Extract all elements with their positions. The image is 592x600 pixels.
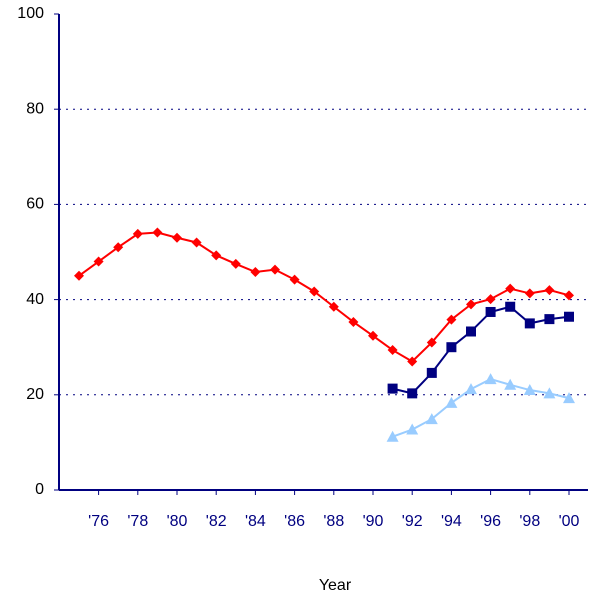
x-tick-label: '94	[441, 513, 462, 530]
point	[191, 237, 202, 248]
point	[426, 337, 437, 348]
x-tick-label: '80	[167, 513, 188, 530]
x-tick-label: '88	[323, 513, 344, 530]
point	[505, 301, 516, 312]
x-tick-label: '82	[206, 513, 227, 530]
point	[230, 258, 241, 269]
series-line	[78, 231, 570, 363]
point	[426, 367, 437, 378]
point	[504, 378, 517, 390]
point	[407, 388, 418, 399]
x-tick-label: '78	[127, 513, 148, 530]
point	[524, 288, 535, 299]
y-tick-label: 60	[26, 196, 44, 213]
x-tick-label: '00	[559, 513, 580, 530]
point	[387, 345, 398, 356]
point	[328, 301, 339, 312]
point	[445, 396, 458, 408]
point	[250, 266, 261, 277]
point	[466, 326, 476, 337]
x-tick-label: '90	[363, 513, 384, 530]
point	[465, 383, 477, 395]
point	[172, 232, 182, 243]
point	[74, 270, 84, 281]
point	[387, 383, 398, 394]
point	[563, 392, 575, 404]
point	[132, 228, 143, 239]
point	[446, 342, 457, 353]
point	[446, 314, 457, 325]
point	[543, 387, 556, 399]
point	[524, 318, 535, 329]
point	[289, 274, 300, 285]
point	[485, 306, 496, 317]
point	[485, 294, 496, 305]
point	[425, 413, 438, 425]
point	[309, 286, 320, 297]
point	[564, 290, 574, 301]
point	[544, 285, 555, 296]
y-tick-label: 100	[17, 5, 44, 22]
series-line	[392, 378, 570, 438]
point	[544, 314, 555, 325]
series-line	[392, 305, 570, 395]
point	[523, 384, 536, 396]
x-tick-label: '96	[480, 513, 501, 530]
x-tick-label: '92	[402, 513, 423, 530]
y-tick-label: 40	[26, 291, 44, 308]
point	[484, 373, 497, 385]
x-tick-label: '86	[284, 513, 305, 530]
y-tick-label: 0	[35, 481, 44, 498]
point	[211, 250, 222, 261]
point	[93, 256, 104, 267]
point	[564, 311, 574, 322]
point	[505, 283, 516, 294]
point	[152, 227, 163, 238]
point	[406, 423, 419, 435]
point	[113, 242, 124, 253]
point	[466, 299, 476, 310]
x-tick-label: '98	[519, 513, 540, 530]
x-tick-label: '84	[245, 513, 266, 530]
y-tick-label: 80	[26, 100, 44, 117]
point	[270, 264, 280, 275]
point	[386, 430, 399, 442]
point	[407, 356, 418, 367]
point	[368, 330, 378, 341]
y-tick-label: 20	[26, 386, 44, 403]
x-tick-label: '76	[88, 513, 109, 530]
x-axis-label: Year	[319, 577, 352, 594]
point	[348, 316, 359, 327]
